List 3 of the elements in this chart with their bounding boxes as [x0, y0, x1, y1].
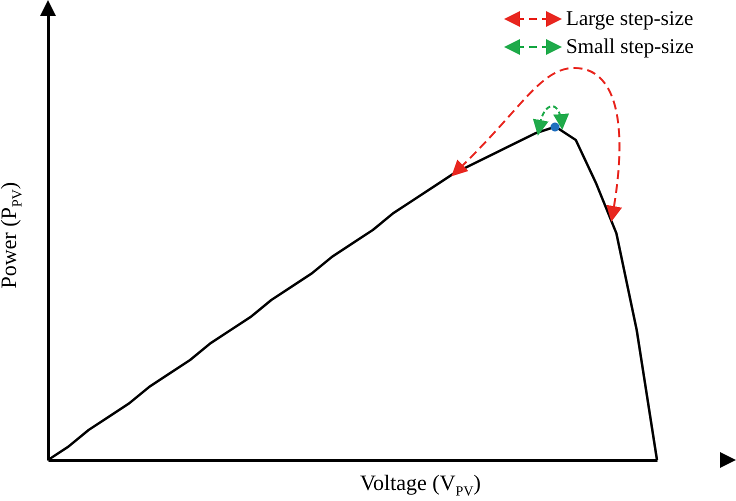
- text: Small step-size: [566, 34, 694, 59]
- text: Large step-size: [566, 6, 694, 31]
- x-axis-title: Voltage (V$_{PV}$): [360, 470, 481, 500]
